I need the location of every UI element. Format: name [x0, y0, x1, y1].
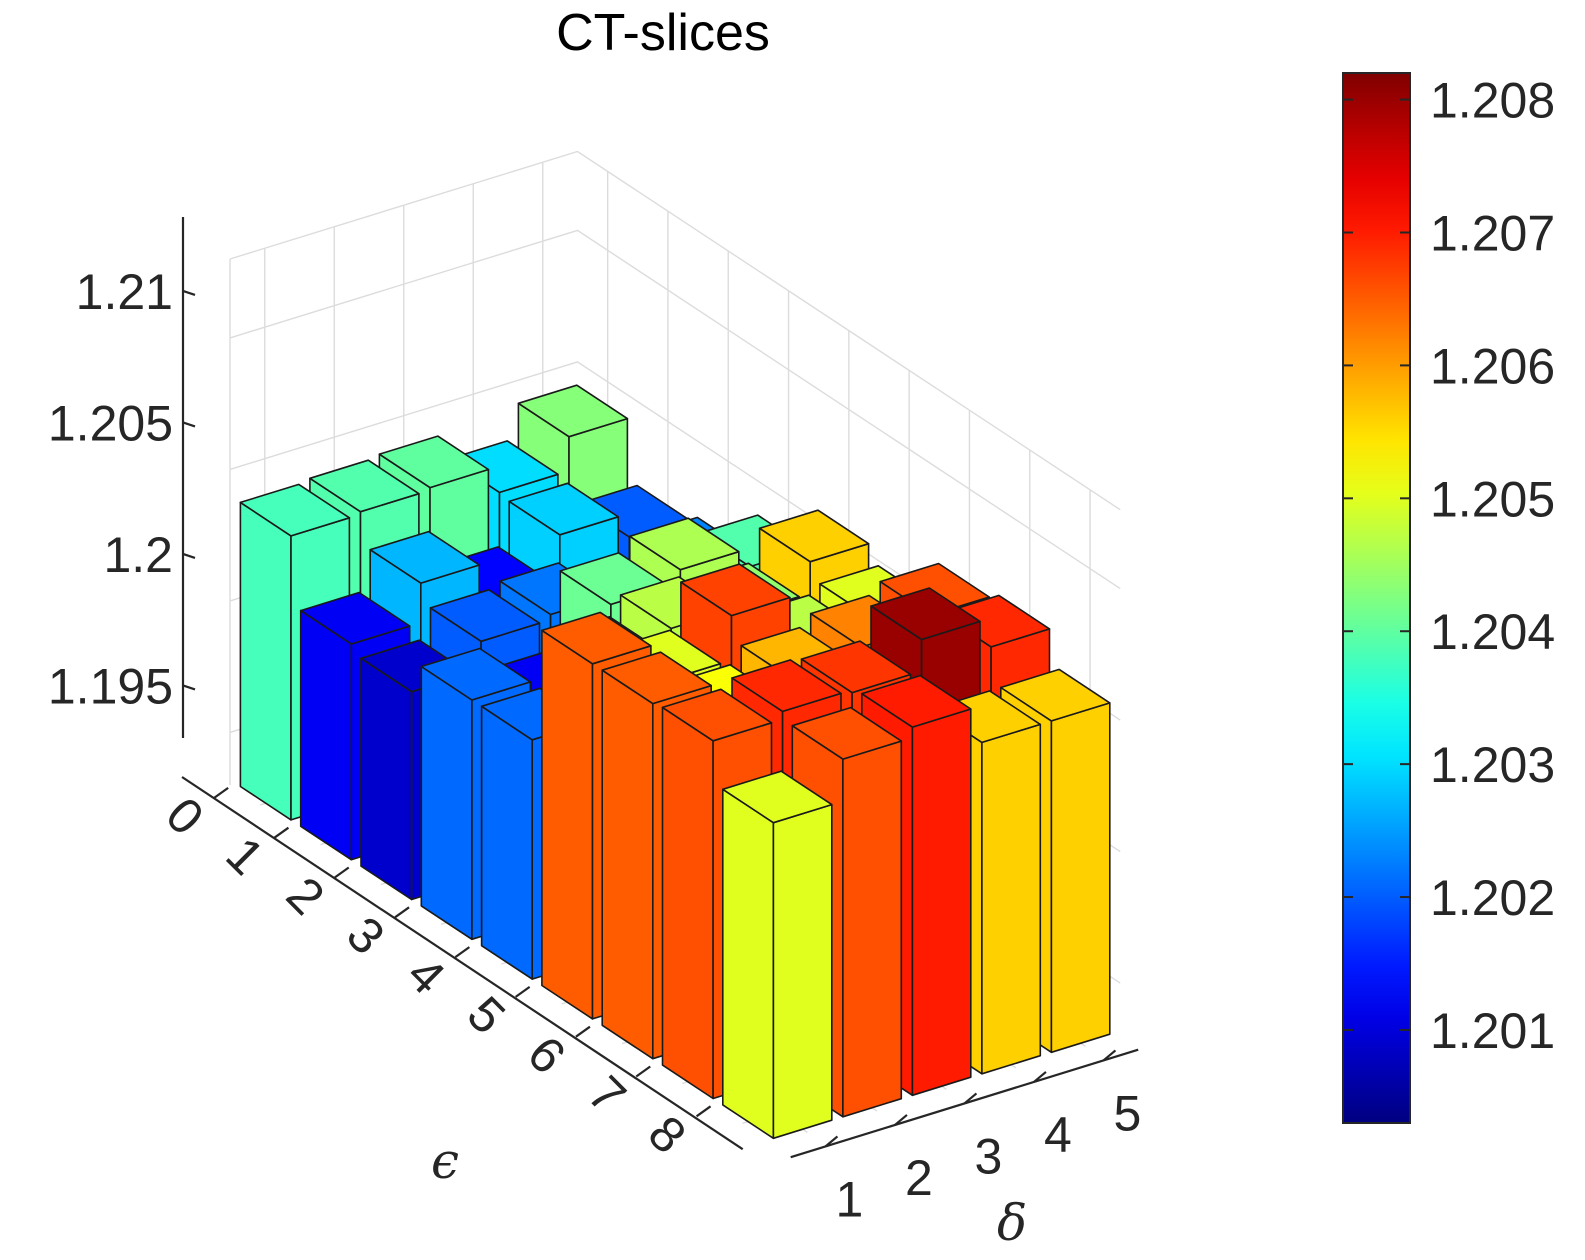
x-tick [1033, 1071, 1047, 1083]
z-tick [182, 289, 196, 296]
colorbar-tick-label: 1.202 [1430, 870, 1555, 926]
x-tick-label: 2 [905, 1150, 933, 1206]
colorbar-tick-label: 1.207 [1430, 205, 1555, 261]
y-tick [394, 906, 410, 919]
colorbar-tick-label: 1.208 [1430, 73, 1555, 129]
y-tick [515, 986, 531, 998]
colorbar-gradient [1342, 72, 1411, 1124]
chart-title: CT-slices [556, 4, 770, 62]
z-tick-label: 1.195 [48, 658, 173, 714]
y-tick [575, 1025, 591, 1038]
x-tick-label: 1 [836, 1171, 864, 1227]
colorbar-tick-label: 1.203 [1430, 737, 1555, 793]
z-tick [182, 684, 196, 691]
z-tick-label: 1.205 [48, 395, 173, 451]
y-axis-label: ϵ [431, 1132, 459, 1190]
x-tick [1102, 1049, 1117, 1062]
y-tick-label: 0 [155, 787, 214, 846]
x-tick [824, 1135, 839, 1148]
grid-line [229, 150, 1121, 511]
colorbar-tick-label: 1.206 [1430, 338, 1555, 394]
bars-layer [239, 384, 1111, 1140]
colorbar-tick-label: 1.201 [1430, 1003, 1555, 1059]
y-tick [213, 787, 229, 799]
z-tick [182, 421, 196, 428]
y-tick-label: 2 [276, 866, 335, 925]
colorbar-tick-label: 1.204 [1430, 604, 1555, 660]
x-axis-label: δ [997, 1194, 1027, 1252]
y-axis-line [181, 776, 744, 1151]
x-tick-label: 4 [1044, 1107, 1072, 1163]
grid-line [229, 229, 1121, 590]
bar [721, 770, 833, 1140]
y-tick-label: 5 [457, 986, 516, 1045]
x-tick [963, 1092, 978, 1105]
y-tick [454, 946, 470, 958]
y-tick-label: 4 [396, 946, 455, 1005]
x-axis-line [790, 1048, 1139, 1159]
z-tick [182, 552, 196, 559]
y-tick [635, 1065, 651, 1078]
y-tick-label: 1 [216, 826, 275, 885]
colorbar: 1.201 1.202 1.203 1.204 1.205 1.206 1.207 1.208 [1342, 72, 1555, 1124]
x-tick-label: 5 [1114, 1085, 1142, 1141]
z-tick-label: 1.21 [76, 264, 173, 320]
x-tick-label: 3 [975, 1128, 1003, 1184]
colorbar-tick-label: 1.205 [1430, 471, 1555, 527]
y-tick-label: 6 [517, 1025, 576, 1084]
y-tick-label: 3 [336, 906, 395, 965]
z-tick-label: 1.2 [103, 527, 173, 583]
y-tick [334, 866, 350, 879]
x-tick [894, 1114, 908, 1126]
y-tick [695, 1105, 712, 1118]
y-tick [273, 826, 290, 839]
